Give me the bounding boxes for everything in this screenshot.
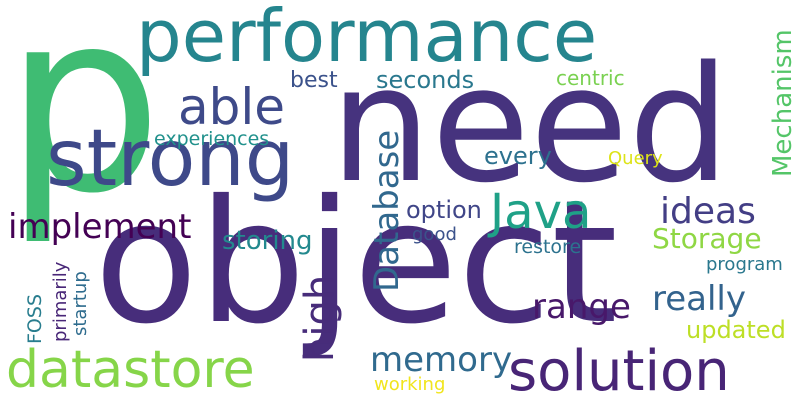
word-database: Database [367, 129, 407, 292]
word-solution: solution [508, 339, 730, 400]
word-primarily: primarily [50, 261, 71, 342]
word-object: object [94, 164, 618, 362]
word-high: high [297, 274, 343, 362]
word-option: option [406, 196, 482, 224]
word-datastore: datastore [6, 340, 255, 400]
word-performance: performance [136, 0, 598, 78]
word-working: working [374, 374, 446, 395]
word-java: Java [490, 184, 592, 240]
word-really: really [652, 279, 746, 319]
word-able: able [178, 78, 286, 136]
word-range: range [532, 287, 631, 327]
word-memory: memory [370, 340, 513, 380]
word-strong: strong [46, 114, 295, 204]
word-program: program [706, 254, 783, 275]
word-restore: restore [514, 236, 582, 258]
word-storing: storing [222, 226, 313, 256]
word-ideas: ideas [660, 191, 756, 232]
word-query: Query [608, 148, 663, 169]
word-need: need [330, 31, 730, 218]
word-mechanism: Mechanism [768, 29, 798, 177]
word-updated: updated [686, 316, 786, 344]
word-startup: startup [70, 271, 91, 336]
word-best: best [290, 68, 338, 93]
word-storage: Storage [652, 222, 762, 255]
word-p: p [4, 0, 163, 248]
word-good: good [412, 224, 457, 245]
word-every: every [484, 142, 552, 170]
word-foss: FOSS [24, 293, 46, 344]
word-centric: centric [556, 66, 625, 90]
word-seconds: seconds [376, 66, 475, 94]
word-implement: implement [8, 207, 192, 247]
word-experiences: experiences [154, 128, 270, 150]
